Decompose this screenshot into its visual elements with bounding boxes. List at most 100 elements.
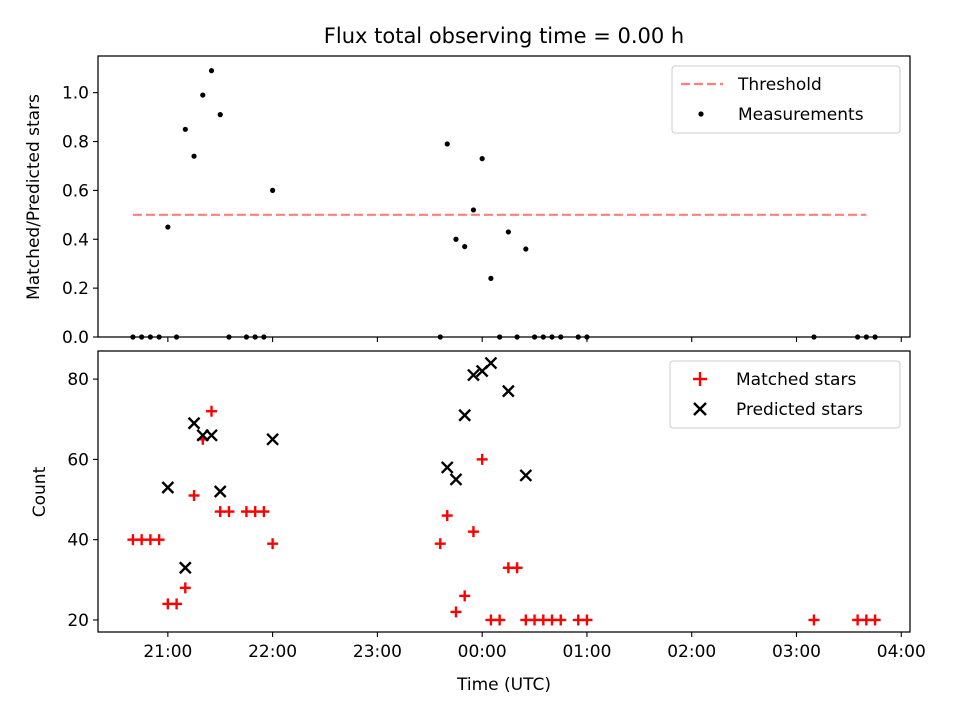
y-tick-label: 0.0 [62,328,89,348]
predicted-stars-point [502,384,515,398]
matched-stars-point [494,614,506,626]
measurement-point [437,334,443,340]
measurement-point [147,334,153,340]
x-tick-label: 01:00 [562,642,611,662]
x-tick-label: 00:00 [458,642,507,662]
measurement-point [505,229,511,235]
y-tick-label: 20 [67,611,89,631]
legend-predicted-swatch [693,402,707,416]
matched-stars-point [555,614,567,626]
top-y-axis-label: Matched/Predicted stars [24,94,44,300]
bottom-legend: Matched stars Predicted stars [669,360,901,429]
measurement-point [470,207,477,213]
top-y-ticks: 0.0 0.2 0.4 0.6 0.8 1.0 [62,84,98,348]
measurement-point [479,156,485,162]
predicted-stars-point [205,428,218,442]
legend-threshold-label: Threshold [737,75,822,95]
matched-stars-point [476,453,488,465]
predicted-stars-point [467,368,480,382]
legend-measurements-label: Measurements [738,105,864,125]
predicted-stars-point [458,408,472,422]
top-panel: 0.0 0.2 0.4 0.6 0.8 1.0 Matched/Predicted sta… [24,55,911,348]
bottom-x-ticks: 21:00 22:00 23:00 00:00 01:00 02:00 03:00 04:00 [143,632,926,662]
predicted-stars-point [440,461,454,474]
predicted-stars-point [161,481,175,494]
bottom-axes-frame [97,350,911,633]
legend-measurements-swatch [698,111,704,117]
measurement-point [514,334,520,340]
x-tick-label: 22:00 [248,642,297,662]
matched-stars-point [258,506,270,518]
predicted-stars-point [178,561,192,575]
predicted-stars-point [519,469,533,482]
matched-stars-point [581,614,593,626]
measurement-point [182,126,188,132]
y-tick-label: 40 [67,531,89,551]
matched-stars-point [459,590,471,602]
measurement-point [811,334,817,340]
y-tick-label: 0.8 [62,133,89,153]
measurement-point [173,334,180,340]
matched-stars-point [171,598,183,610]
matched-stars-point [206,405,218,417]
measurement-point [252,334,258,340]
predicted-stars-point [213,485,227,498]
matched-stars-point [450,606,462,618]
matched-stars-point [434,538,446,550]
bottom-panel: 20 40 60 80 21:00 22:00 23:00 00:00 01:00 02:00 0… [30,350,926,662]
x-tick-label: 04:00 [877,642,926,662]
matched-stars-point [441,510,453,522]
x-tick-label: 21:00 [143,642,192,662]
x-axis-label: Time (UTC) [456,675,551,695]
matched-stars-point [467,526,479,538]
measurement-point [523,246,529,252]
measurement-point [191,153,197,159]
predicted-stars-point [449,473,463,486]
x-tick-label: 02:00 [667,642,716,662]
matched-stars-points [127,405,881,626]
predicted-stars-point [187,416,201,430]
measurement-point [208,68,215,74]
measurement-point [226,334,232,340]
legend-matched-swatch [693,372,707,386]
measurement-point [584,334,590,340]
measurement-point [453,236,459,242]
figure-title: Flux total observing time = 0.00 h [324,24,684,48]
y-tick-label: 0.6 [62,181,89,201]
measurement-point [156,334,162,340]
measurement-point [243,334,250,340]
matched-stars-point [179,582,191,594]
matched-stars-point [869,614,881,626]
predicted-stars-point [266,432,279,446]
y-tick-label: 60 [67,450,89,470]
predicted-stars-point [484,356,498,370]
measurement-point [540,334,546,340]
measurement-point [558,334,564,340]
measurement-point [549,334,555,340]
matched-stars-point [223,506,235,518]
x-tick-label: 03:00 [772,642,821,662]
measurement-point [488,275,494,281]
bottom-y-ticks: 20 40 60 80 [67,370,98,631]
measurement-point [200,92,206,98]
measurement-point [444,141,450,147]
measurement-point [270,187,276,193]
x-tick-label: 23:00 [353,642,402,662]
measurement-point [872,334,878,340]
top-legend: Threshold Measurements [671,65,901,134]
measurement-point [217,112,223,118]
matched-stars-point [511,562,523,574]
measurement-point [261,334,267,340]
measurements-points [130,68,878,340]
matched-stars-point [267,538,279,550]
measurement-point [863,334,869,340]
measurement-point [497,334,503,340]
measurement-point [575,334,581,340]
y-tick-label: 0.2 [62,279,89,299]
measurement-point [462,243,468,250]
legend-matched-label: Matched stars [736,370,856,390]
matched-stars-point [153,534,165,546]
measurement-point [139,334,145,340]
matched-stars-point [808,614,820,626]
